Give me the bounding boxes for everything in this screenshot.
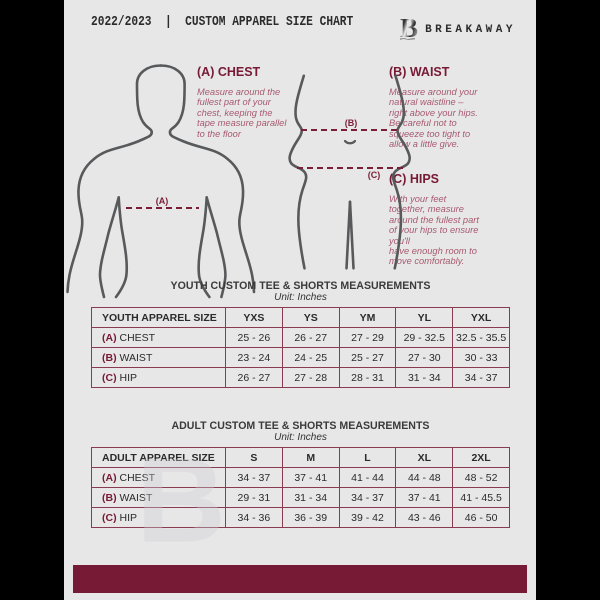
- svg-text:(C): (C): [368, 170, 381, 180]
- svg-text:(B): (B): [345, 118, 358, 128]
- svg-text:B: B: [136, 433, 226, 567]
- svg-text:(A): (A): [156, 196, 169, 206]
